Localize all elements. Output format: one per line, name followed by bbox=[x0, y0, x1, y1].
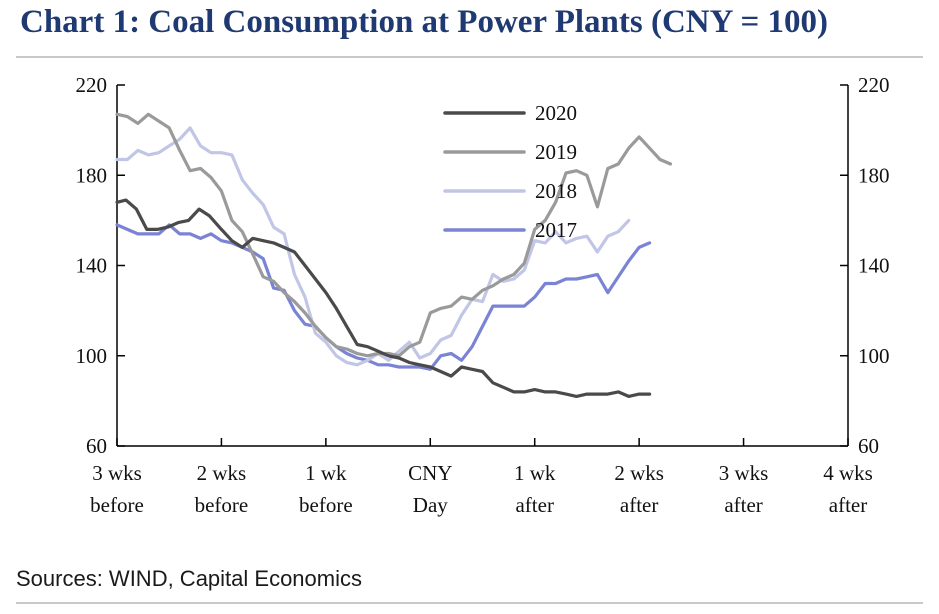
y-tick-label-right: 100 bbox=[858, 344, 890, 368]
x-tick-label: CNY bbox=[408, 461, 452, 485]
x-tick-label: 1 wk bbox=[514, 461, 556, 485]
legend-label-2018: 2018 bbox=[535, 179, 577, 203]
legend-label-2020: 2020 bbox=[535, 101, 577, 125]
y-tick-label-left: 180 bbox=[76, 163, 108, 187]
chart-title: Chart 1: Coal Consumption at Power Plant… bbox=[20, 4, 829, 40]
legend-label-2019: 2019 bbox=[535, 140, 577, 164]
line-chart: 60 60 100 100 140 140 180 180 220 220 3 wks before 2… bbox=[76, 73, 890, 517]
x-tick-label-line2: before bbox=[90, 493, 144, 517]
y-tick-label-right: 220 bbox=[858, 73, 890, 97]
x-tick-label: 4 wks bbox=[823, 461, 873, 485]
y-tick-label-left: 220 bbox=[76, 73, 108, 97]
y-tick-label-right: 180 bbox=[858, 163, 890, 187]
chart-series bbox=[115, 112, 673, 398]
x-tick-label-line2: after bbox=[724, 493, 762, 517]
x-tick-label-line2: after bbox=[829, 493, 867, 517]
series-line-2018 bbox=[115, 126, 631, 367]
y-tick-label-left: 100 bbox=[76, 344, 108, 368]
chart-axes: 60 60 100 100 140 140 180 180 220 220 3 wks before 2… bbox=[76, 73, 890, 517]
x-tick-label-line2: after bbox=[620, 493, 658, 517]
x-tick-label: 3 wks bbox=[92, 461, 142, 485]
footer-divider bbox=[16, 602, 923, 604]
x-tick-label: 1 wk bbox=[305, 461, 347, 485]
source-note: Sources: WIND, Capital Economics bbox=[16, 566, 362, 591]
y-tick-label-right: 140 bbox=[858, 254, 890, 278]
x-tick-label-line2: after bbox=[515, 493, 553, 517]
x-tick-label: 2 wks bbox=[614, 461, 664, 485]
series-line-2017 bbox=[115, 223, 652, 371]
x-tick-label-line2: before bbox=[299, 493, 353, 517]
x-tick-label: 3 wks bbox=[719, 461, 769, 485]
title-divider bbox=[16, 56, 923, 58]
y-tick-label-left: 60 bbox=[86, 434, 107, 458]
legend-label-2017: 2017 bbox=[535, 218, 577, 242]
x-tick-label-line2: Day bbox=[413, 493, 448, 517]
series-line-2020 bbox=[115, 198, 652, 398]
x-tick-label-line2: before bbox=[195, 493, 249, 517]
x-tick-label: 2 wks bbox=[197, 461, 247, 485]
y-tick-label-right: 60 bbox=[858, 434, 879, 458]
chart-legend: 2020 2019 2018 2017 bbox=[443, 101, 577, 242]
series-line-2019 bbox=[115, 112, 673, 358]
y-tick-label-left: 140 bbox=[76, 254, 108, 278]
